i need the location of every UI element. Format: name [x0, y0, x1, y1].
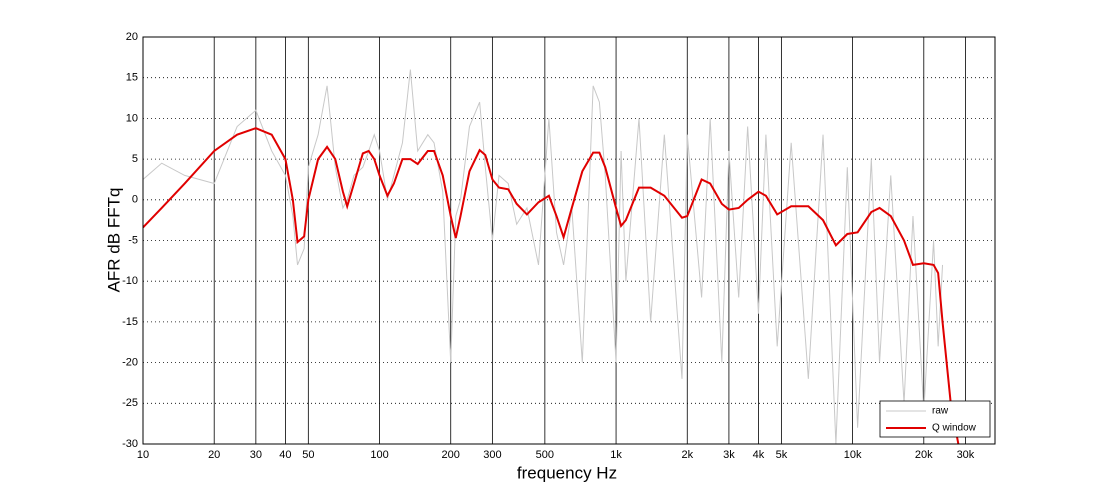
x-tick-label: 30	[250, 449, 262, 461]
y-tick-label: -30	[122, 438, 138, 450]
legend-label: Q window	[932, 423, 977, 434]
line-series	[143, 69, 944, 444]
y-axis-label: AFR dB FFTq	[104, 188, 123, 293]
y-tick-label: 0	[132, 194, 138, 206]
y-tick-label: -10	[122, 275, 138, 287]
x-tick-label: 30k	[957, 449, 975, 461]
y-tick-label: -25	[122, 397, 138, 409]
x-tick-label: 20k	[915, 449, 933, 461]
y-tick-label: 10	[126, 112, 138, 124]
x-tick-label: 100	[370, 449, 388, 461]
axes-frame	[142, 36, 996, 445]
x-tick-label: 5k	[776, 449, 788, 461]
plot-area	[143, 37, 995, 444]
x-tick-label: 3k	[723, 449, 735, 461]
y-tick-label: 5	[132, 153, 138, 165]
legend-label: raw	[932, 406, 949, 417]
y-tick-label: 20	[126, 31, 138, 43]
x-tick-label: 2k	[681, 449, 693, 461]
legend-box	[879, 400, 991, 438]
x-tick-label: 1k	[610, 449, 622, 461]
x-tick-label: 4k	[753, 449, 765, 461]
x-tick-label: 20	[208, 449, 220, 461]
y-tick-label: -20	[122, 357, 138, 369]
x-tick-label: 10k	[844, 449, 862, 461]
x-tick-label: 10	[137, 449, 149, 461]
line-series	[143, 127, 960, 444]
y-tick-label: 15	[126, 72, 138, 84]
x-tick-label: 50	[302, 449, 314, 461]
x-tick-label: 200	[442, 449, 460, 461]
x-tick-label: 500	[536, 449, 554, 461]
x-axis-label: frequency Hz	[517, 463, 617, 482]
y-tick-label: -15	[122, 316, 138, 328]
x-tick-label: 300	[483, 449, 501, 461]
series-group	[143, 69, 960, 444]
x-tick-label: 40	[279, 449, 291, 461]
y-tick-label: -5	[128, 234, 138, 246]
